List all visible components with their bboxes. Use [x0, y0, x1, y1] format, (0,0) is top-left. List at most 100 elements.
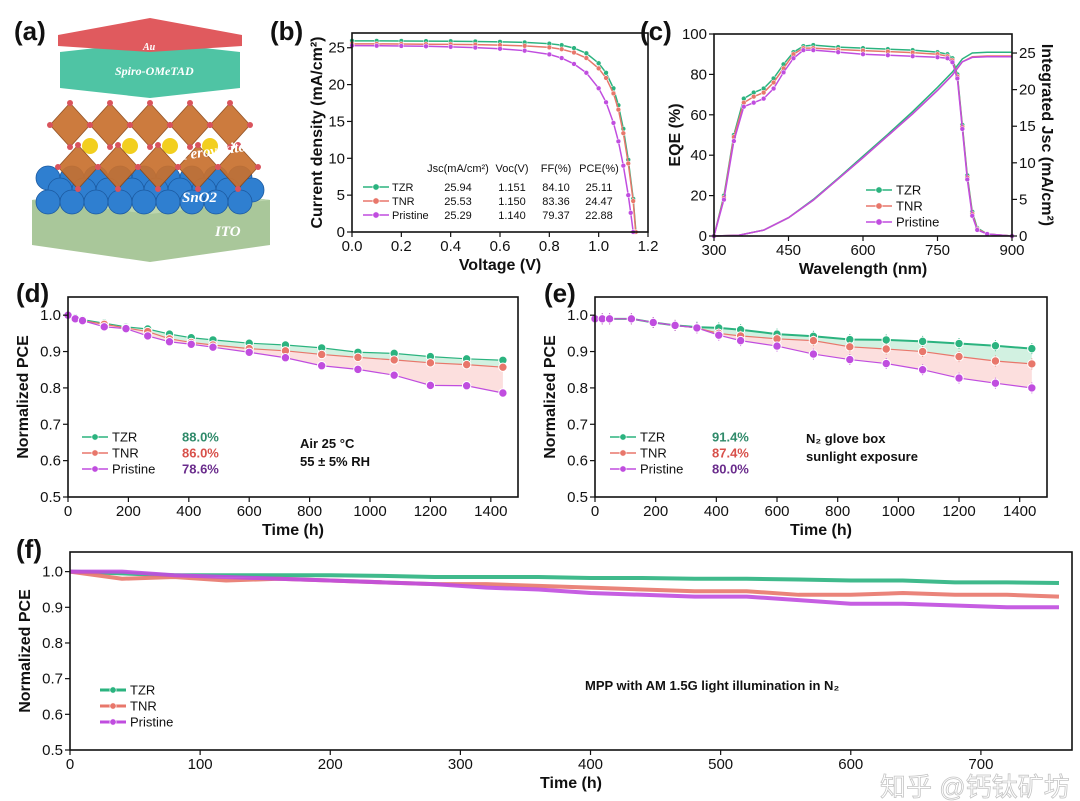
eqe-point [731, 138, 737, 144]
chart-d: 0 200 400 600 800 1000 1200 1400 0.5 0.6 0.7 0.8 0.9… [15, 296, 519, 539]
eqe-point [964, 176, 970, 183]
data-point [604, 314, 615, 324]
y-tick-label: 1.0 [567, 307, 588, 324]
x-tick-label: 0.2 [391, 238, 412, 255]
y-axis-label: Normalized PCE [542, 335, 559, 459]
y-tick-label: 1.0 [40, 307, 61, 324]
x-axis-label: Voltage (V) [459, 257, 541, 274]
eqe-point [751, 93, 757, 100]
chart-b: 0.0 0.2 0.4 0.6 0.8 1.0 1.2 0 5 10 15 20 25 Voltage (… [309, 32, 658, 274]
jv-point [596, 85, 602, 91]
eqe-point [761, 89, 767, 96]
y2-tick-label: 25 [1019, 45, 1036, 62]
y-tick-label: 0.7 [40, 416, 61, 433]
data-point [954, 338, 964, 349]
y-tick-label: 100 [682, 26, 707, 43]
legend-marker [372, 197, 380, 205]
legend-label-tnr: TNR [112, 446, 139, 461]
table-cell: 25.29 [444, 210, 472, 222]
jv-point [630, 198, 636, 204]
y2-tick-label: 20 [1019, 82, 1036, 99]
legend-marker [372, 211, 380, 219]
panel-label-d: (d) [16, 278, 49, 308]
x-tick-label: 600 [237, 503, 262, 520]
chart-c: 300 450 600 750 9000204060801000510152025Wav… [667, 26, 1055, 278]
annotation-text: sunlight exposure [806, 449, 918, 464]
y-tick-label: 0.8 [42, 635, 63, 652]
y-tick-label: 20 [690, 188, 707, 205]
panel-label-a: (a) [14, 16, 46, 46]
x-tick-label: 0.0 [342, 238, 363, 255]
y-tick-label: 60 [690, 107, 707, 124]
cation-atom [82, 138, 98, 154]
chart-f: 0 100 200 300 400 500 600 700 0.5 0.6 0.7 0.8 0.9 1.0… [17, 551, 1073, 792]
data-point [1027, 383, 1037, 393]
y-tick-label: 0.5 [42, 742, 63, 759]
table-cell: 1.151 [498, 182, 526, 194]
legend-label-pristine: Pristine [896, 215, 939, 230]
plot-frame [67, 296, 519, 498]
data-point [353, 352, 363, 363]
panel-label-f: (f) [16, 534, 42, 564]
legend-marker [91, 433, 99, 441]
y2-axis-label: Integrated Jsc (mA/cm²) [1038, 44, 1055, 226]
halide-atom [235, 186, 241, 192]
eqe-point [944, 55, 951, 61]
legend-marker [619, 465, 627, 473]
jv-point [603, 75, 609, 81]
integrated-jsc-line-pristine [713, 55, 1012, 237]
jv-point [596, 60, 602, 66]
eqe-point [934, 54, 941, 60]
data-point [316, 349, 327, 360]
data-point [917, 365, 928, 375]
au-layer [58, 18, 242, 52]
x-tick-label: 700 [968, 756, 993, 773]
legend-label-tzr: TZR [130, 683, 155, 698]
mpp-line-pristine [70, 569, 1059, 610]
table-cell: 24.47 [585, 196, 613, 208]
eqe-point [741, 104, 747, 110]
jv-point [610, 90, 617, 97]
jv-point [448, 44, 454, 50]
x-tick-label: 750 [925, 242, 950, 259]
data-point [316, 361, 327, 371]
legend-label-tzr: TZR [640, 430, 665, 445]
sno2-sphere [35, 189, 61, 215]
table-header: Voc(V) [495, 163, 528, 175]
y2-tick-label: 5 [1019, 191, 1027, 208]
eqe-point [770, 85, 777, 92]
table-row-name: Pristine [392, 210, 429, 222]
y-tick-label: 0.7 [42, 671, 63, 688]
eqe-point [770, 79, 777, 86]
y-tick-label: 0.9 [42, 599, 63, 616]
x-tick-label: 0 [591, 503, 599, 520]
table-header: Jsc(mA/cm²) [427, 163, 489, 175]
x-tick-label: 400 [578, 756, 603, 773]
jv-point [522, 43, 528, 49]
panel-label-e: (e) [544, 278, 576, 308]
eqe-point [949, 59, 956, 65]
y-axis-label: Current density (mA/cm²) [309, 36, 326, 228]
data-point [461, 359, 472, 370]
annotation-text: N₂ glove box [806, 431, 886, 446]
y-tick-label: 0.5 [567, 489, 588, 506]
legend-marker [875, 218, 883, 226]
legend-marker [619, 449, 627, 457]
jv-point [625, 160, 631, 167]
data-point [990, 356, 1001, 366]
jv-point [571, 49, 577, 56]
jv-point [423, 43, 429, 49]
data-point [280, 353, 291, 363]
data-point [77, 315, 88, 326]
halide-atom [107, 100, 113, 106]
data-point [143, 331, 153, 341]
x-tick-label: 100 [188, 756, 213, 773]
legend-retention-pristine: 80.0% [712, 462, 749, 477]
jv-point [374, 43, 380, 49]
y-tick-label: 0 [699, 228, 707, 245]
data-point [99, 322, 109, 332]
halide-atom [227, 144, 233, 150]
halide-atom [195, 142, 201, 148]
eqe-line-pristine [713, 49, 1013, 237]
octahedron [169, 102, 211, 148]
